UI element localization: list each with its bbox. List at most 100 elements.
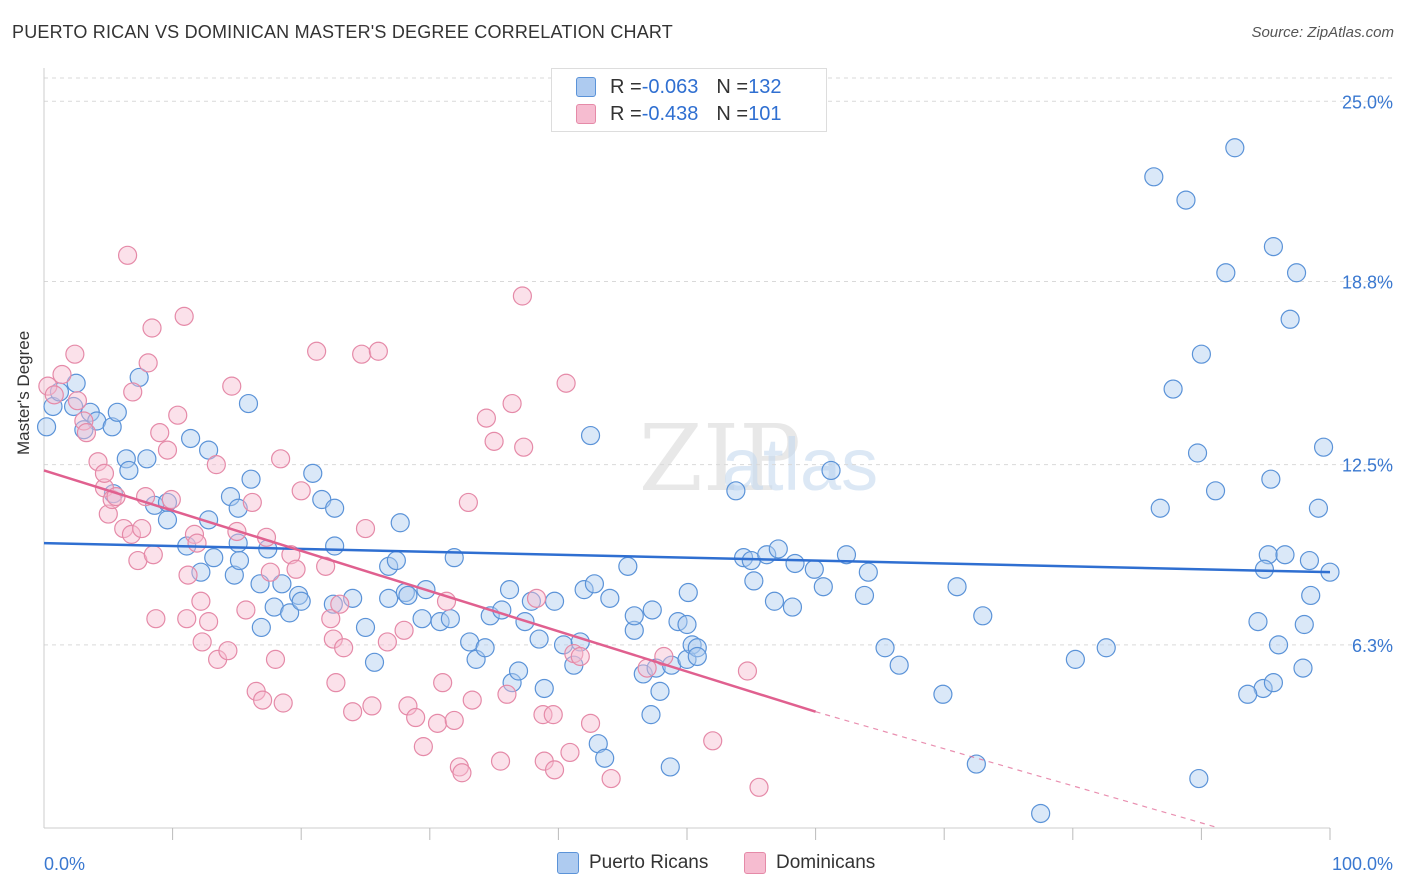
dominicans-point (52, 364, 72, 385)
puerto-ricans-point (325, 498, 345, 518)
puerto-ricans-point (440, 609, 460, 629)
source-label: Source: ZipAtlas.com (1251, 24, 1394, 41)
puerto-ricans-point (390, 513, 410, 533)
puerto-ricans-point (687, 646, 707, 667)
puerto-ricans-point (1163, 379, 1183, 399)
puerto-ricans-point (1225, 138, 1245, 158)
dominicans-point (146, 609, 166, 629)
puerto-ricans-point (1263, 237, 1284, 257)
puerto-ricans-point (280, 603, 300, 623)
dominicans-point (157, 440, 178, 460)
dominicans-point (749, 777, 769, 797)
puerto-ricans-point (224, 565, 244, 585)
puerto-ricans-point (204, 548, 224, 568)
dominicans-point (362, 696, 382, 716)
puerto-ricans-point (499, 580, 520, 600)
puerto-ricans-point (618, 556, 638, 576)
puerto-ricans-point (364, 652, 385, 672)
dominicans-point (218, 641, 238, 661)
dominicans-point (98, 504, 118, 524)
puerto-ricans-point (116, 449, 136, 469)
puerto-ricans-point (875, 638, 895, 658)
dominicans-point (242, 492, 262, 513)
y-tick-label: 25.0% (1342, 92, 1393, 112)
dominicans-point (253, 690, 273, 710)
dominicans-point (368, 341, 388, 361)
legend-r-label: R = (610, 102, 642, 125)
puerto-ricans-point (768, 539, 788, 559)
legend-item-puerto-ricans[interactable]: Puerto Ricans (557, 852, 708, 874)
dominicans-point (123, 382, 143, 402)
dominicans-point (174, 306, 194, 326)
legend-row-puerto-ricans: R = -0.063 N = 132 (576, 76, 781, 98)
dominicans-point (138, 353, 158, 373)
dominicans-point (580, 713, 601, 733)
dominicans-point (143, 545, 163, 565)
legend-n-value: 101 (748, 102, 782, 125)
puerto-ricans-point (813, 577, 833, 597)
puerto-ricans-point (1031, 803, 1051, 824)
dominicans-point (512, 286, 532, 306)
puerto-ricans-point (241, 469, 261, 489)
puerto-ricans-point (508, 661, 529, 681)
dominicans-point (74, 411, 94, 431)
puerto-ricans-point (238, 393, 259, 414)
dominicans-point (490, 751, 511, 771)
dominicans-point (236, 600, 256, 620)
legend-r-value: -0.438 (641, 102, 699, 125)
puerto-ricans-point (836, 545, 857, 565)
puerto-ricans-point (181, 428, 201, 449)
dominicans-point (334, 638, 354, 658)
puerto-ricans-point (624, 620, 644, 640)
dominicans-point (65, 344, 85, 364)
puerto-ricans-point (228, 498, 248, 518)
x-tick-label-min: 0.0% (44, 854, 85, 874)
dominicans-point (326, 673, 346, 693)
puerto-ricans-point (1268, 635, 1289, 655)
legend-swatch-blue (557, 852, 579, 874)
y-tick-label: 12.5% (1342, 456, 1393, 476)
dominicans-point (497, 684, 517, 704)
puerto-ricans-point (323, 594, 343, 614)
puerto-ricans-point (475, 638, 495, 658)
legend-swatch-pink (576, 104, 596, 124)
puerto-ricans-point (386, 550, 406, 571)
dominicans-point (271, 449, 291, 469)
puerto-ricans-point (1261, 469, 1281, 489)
puerto-ricans-point (1191, 344, 1212, 364)
puerto-ricans-point (1254, 559, 1275, 579)
puerto-ricans-point (650, 681, 670, 701)
puerto-ricans-point (1308, 498, 1329, 518)
legend-r-value: -0.063 (641, 75, 699, 98)
legend-row-dominicans: R = -0.438 N = 101 (576, 103, 781, 125)
dominicans-point (121, 524, 142, 544)
puerto-ricans-point (1187, 443, 1208, 463)
dominicans-point (161, 489, 181, 510)
puerto-ricans-point (1301, 585, 1321, 606)
legend-item-dominicans[interactable]: Dominicans (744, 852, 875, 874)
legend-swatch-pink (744, 852, 766, 874)
dominicans-point (187, 533, 207, 553)
tick-labels: 6.3% 12.5% 18.8% 25.0% 0.0% 100.0% (44, 92, 1393, 874)
puerto-ricans-point (220, 487, 241, 507)
puerto-ricans-point (325, 536, 345, 556)
puerto-ricans-point (544, 591, 565, 611)
puerto-ricans-point (102, 417, 122, 437)
dominicans-point (570, 646, 590, 667)
dominicans-point (168, 405, 188, 425)
puerto-ricans-point (600, 588, 620, 608)
dominicans-point (556, 373, 576, 393)
dominicans-point (352, 344, 372, 364)
puerto-ricans-points (36, 138, 1340, 824)
puerto-ricans-point (682, 635, 702, 655)
puerto-ricans-point (1293, 658, 1313, 678)
dominicans-points (38, 245, 769, 797)
dominicans-point (117, 245, 138, 265)
puerto-ricans-point (1176, 190, 1196, 210)
puerto-ricans-point (1263, 673, 1284, 693)
puerto-ricans-point (521, 591, 541, 611)
dominicans-point (330, 594, 350, 614)
dominicans-point (307, 341, 327, 361)
puerto-ricans-point (137, 449, 157, 469)
